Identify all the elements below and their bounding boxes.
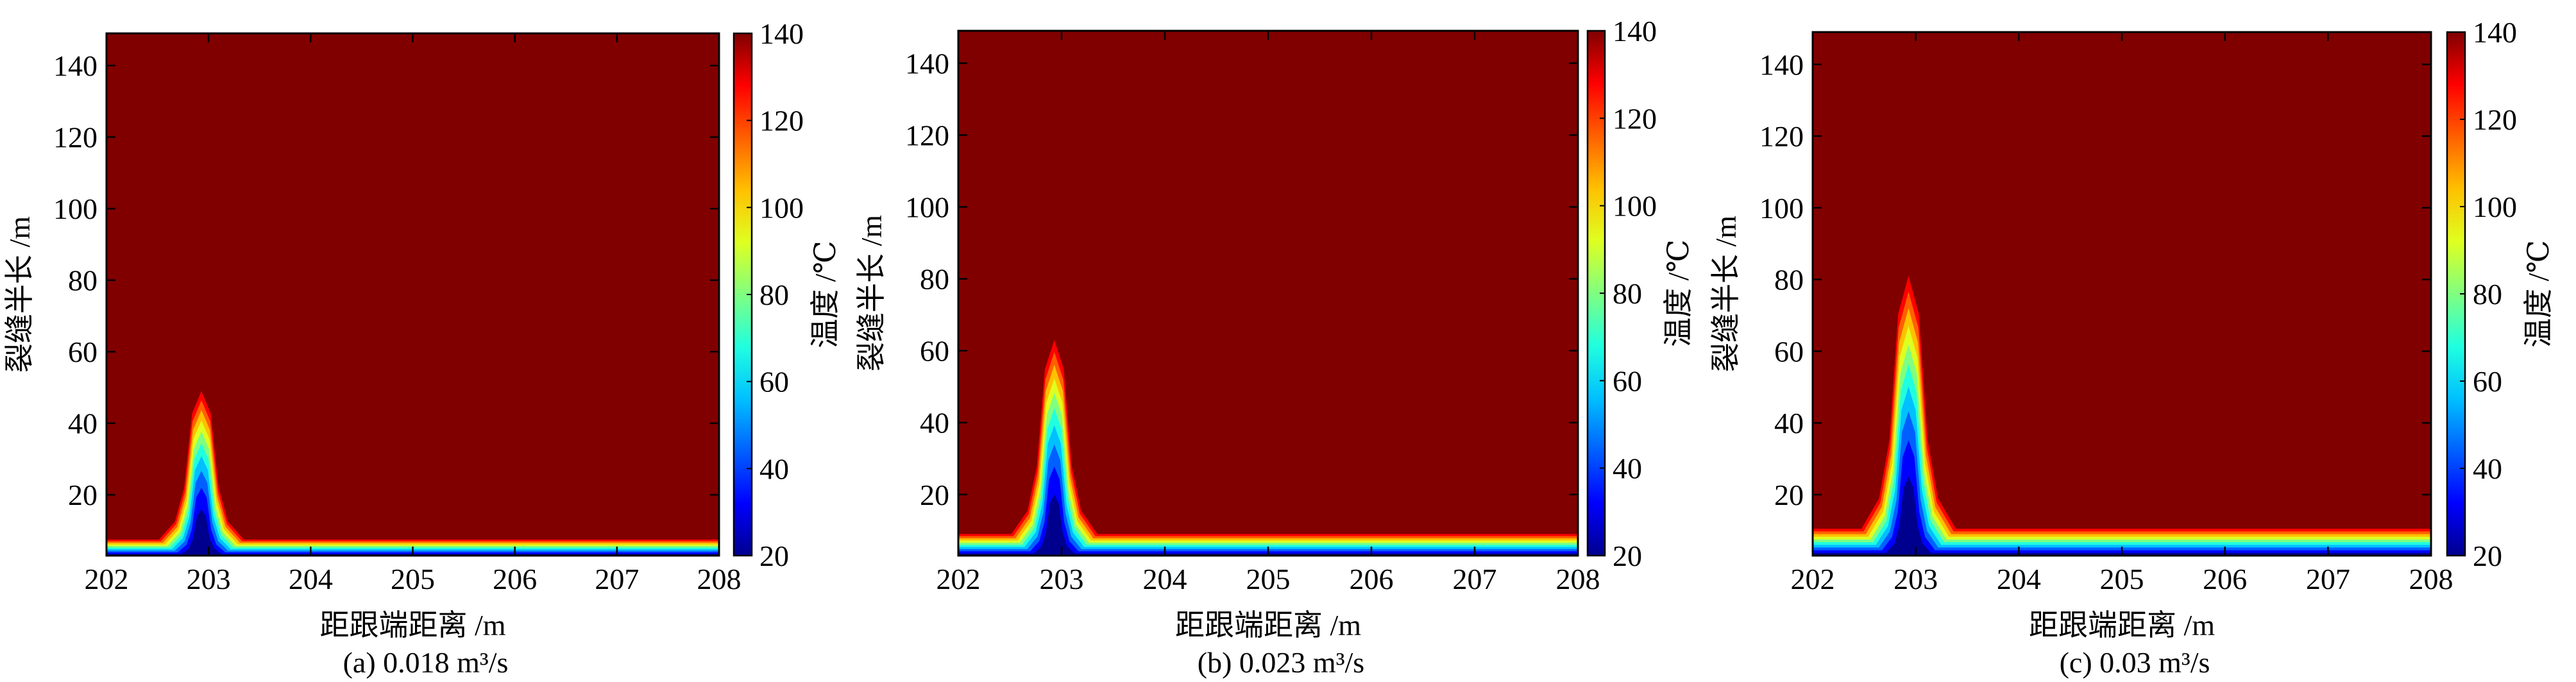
- colorbar-tick-label: 80: [1613, 277, 1642, 310]
- x-tick-label: 202: [936, 563, 981, 595]
- contour-fills: [106, 33, 719, 556]
- contour-level-6: [958, 378, 1578, 556]
- contour-level-7: [958, 364, 1578, 556]
- colorbar-label: 温度 /℃: [809, 241, 842, 348]
- colorbar-tick-label: 100: [2473, 191, 2517, 223]
- colorbar-tick-label: 140: [759, 17, 804, 50]
- x-tick-label: 202: [85, 563, 129, 595]
- colorbar-tick-label: 20: [2473, 540, 2502, 572]
- colorbar-tick-label: 100: [1613, 190, 1657, 223]
- colorbar-label: 温度 /℃: [2522, 240, 2555, 348]
- x-tick-label: 204: [289, 563, 333, 595]
- x-tick-label: 204: [1143, 563, 1187, 595]
- y-tick-label: 80: [68, 264, 97, 297]
- panel-caption: (b) 0.023 m³/s: [1198, 646, 1364, 679]
- y-tick-label: 60: [68, 336, 97, 368]
- y-tick-label: 100: [1759, 192, 1804, 225]
- x-tick-label: 202: [1791, 563, 1835, 595]
- x-tick-label: 208: [1556, 563, 1600, 595]
- contour-level-6: [1813, 325, 2431, 556]
- colorbar-tick-label: 40: [1613, 452, 1642, 485]
- x-tick-label: 206: [493, 563, 537, 595]
- x-axis-label: 距跟端距离 /m: [2029, 609, 2215, 642]
- colorbar-tick-label: 20: [1613, 540, 1642, 572]
- y-axis-label: 裂缝半长 /m: [3, 216, 36, 373]
- x-tick-label: 205: [2100, 563, 2144, 595]
- y-tick-label: 20: [68, 479, 97, 511]
- panel-caption: (c) 0.03 m³/s: [2060, 646, 2210, 679]
- x-axis-label: 距跟端距离 /m: [1175, 609, 1361, 642]
- x-tick-label: 203: [1040, 563, 1084, 595]
- colorbar-tick-label: 20: [759, 540, 789, 572]
- colorbar-label: 温度 /℃: [1662, 239, 1695, 347]
- x-tick-label: 203: [1894, 563, 1938, 595]
- y-tick-label: 140: [1759, 48, 1804, 81]
- x-tick-label: 206: [1350, 563, 1394, 595]
- contour-fills: [958, 31, 1578, 556]
- colorbar-tick-label: 60: [759, 366, 789, 398]
- colorbar-tick-label: 80: [2473, 278, 2502, 311]
- y-tick-label: 20: [920, 479, 949, 511]
- panel-caption: (a) 0.018 m³/s: [343, 646, 509, 679]
- x-tick-label: 208: [2409, 563, 2453, 595]
- chart-panel-1: 202 203 204 205 206 207 208 20 40 60 80 100 120 140 距跟…: [855, 15, 1695, 679]
- chart-panel-0: 202 203 204 205 206 207 208 20 40 60 80 100 120 140 距跟…: [3, 17, 842, 679]
- y-tick-label: 40: [1774, 407, 1804, 439]
- y-tick-label: 60: [1774, 335, 1804, 368]
- x-tick-label: 208: [697, 563, 741, 595]
- y-tick-label: 120: [1759, 120, 1804, 153]
- colorbar-tick-label: 120: [759, 105, 804, 137]
- colorbar-tick-label: 80: [759, 278, 789, 311]
- y-axis-label: 裂缝半长 /m: [855, 215, 888, 371]
- y-tick-label: 120: [905, 119, 949, 151]
- y-axis-label: 裂缝半长 /m: [1709, 216, 1742, 372]
- contour-level-6: [106, 420, 719, 556]
- colorbar-tick-label: 60: [1613, 364, 1642, 397]
- contour-level-5: [1813, 344, 2431, 556]
- y-tick-label: 40: [920, 407, 949, 439]
- y-tick-label: 140: [53, 49, 97, 82]
- y-tick-label: 80: [1774, 264, 1804, 296]
- x-tick-label: 205: [1246, 563, 1291, 595]
- y-tick-label: 80: [920, 263, 949, 296]
- x-tick-label: 205: [391, 563, 435, 595]
- x-tick-label: 207: [1453, 563, 1497, 595]
- colorbar-tick-label: 120: [2473, 103, 2517, 136]
- chart-panel-2: 202 203 204 205 206 207 208 20 40 60 80 100 120 140 距跟…: [1709, 16, 2555, 679]
- x-tick-label: 207: [2306, 563, 2350, 595]
- colorbar-tick-label: 40: [2473, 452, 2502, 485]
- x-tick-label: 203: [187, 563, 231, 595]
- y-tick-label: 40: [68, 407, 97, 440]
- colorbar-tick-label: 140: [2473, 16, 2517, 49]
- colorbar-tick-label: 40: [759, 452, 789, 485]
- x-tick-label: 207: [595, 563, 639, 595]
- y-tick-label: 100: [53, 192, 97, 225]
- y-tick-label: 120: [53, 121, 97, 154]
- colorbar-tick-label: 60: [2473, 365, 2502, 398]
- contour-level-7: [106, 410, 719, 556]
- y-tick-label: 140: [905, 47, 949, 80]
- x-tick-label: 204: [1997, 563, 2041, 595]
- y-tick-label: 60: [920, 335, 949, 368]
- contour-fills: [1813, 32, 2431, 556]
- colorbar-tick-label: 100: [759, 191, 804, 224]
- colorbar-tick-label: 120: [1613, 102, 1657, 135]
- y-tick-label: 100: [905, 191, 949, 224]
- x-tick-label: 206: [2203, 563, 2247, 595]
- x-axis-label: 距跟端距离 /m: [319, 609, 505, 642]
- colorbar-tick-label: 140: [1613, 15, 1657, 47]
- y-tick-label: 20: [1774, 479, 1804, 511]
